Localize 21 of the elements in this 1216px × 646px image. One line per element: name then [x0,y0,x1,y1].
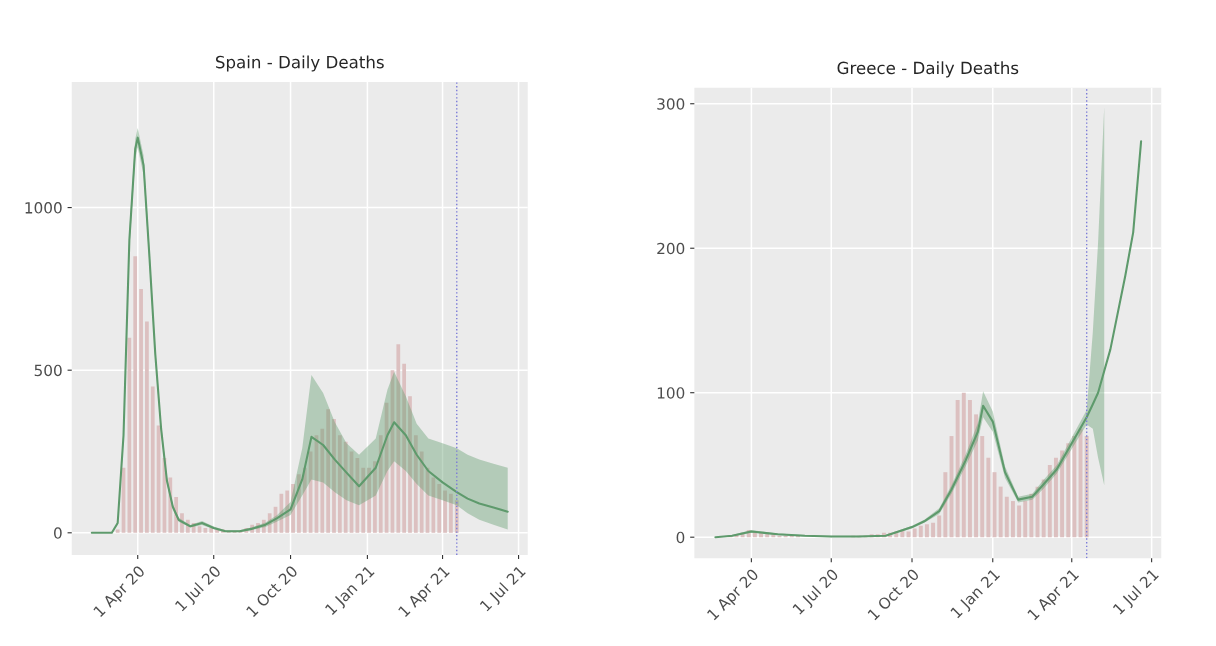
x-tick-label: 1 Oct 20 [867,568,920,621]
chart-title: Greece - Daily Deaths [837,61,1019,78]
x-tick-label: 1 Jan 21 [324,565,377,618]
y-tick-label: 1000 [25,202,62,214]
y-tick-label: 300 [657,98,685,110]
x-tick-label: 1 Apr 21 [397,565,453,620]
x-tick-label: 1 Jul 21 [1112,568,1161,617]
x-tick-label: 1 Jan 21 [950,568,1003,621]
y-tick-label: 200 [657,242,685,255]
x-tick-label: 1 Apr 20 [706,568,762,623]
y-tick-label: 500 [34,364,62,377]
x-tick-label: 1 Oct 20 [245,564,299,618]
x-tick-label: 1 Apr 20 [92,564,148,620]
y-tick-label: 100 [657,387,685,399]
x-tick-label: 1 Jul 20 [174,564,224,614]
x-tick-label: 1 Apr 21 [1026,568,1082,623]
x-tick-label: 1 Jul 20 [791,567,841,617]
y-tick-label: 0 [54,527,62,539]
y-tick-label: 0 [676,531,685,544]
chart-title: Spain - Daily Deaths [215,55,384,72]
x-tick-label: 1 Jul 21 [479,564,528,614]
